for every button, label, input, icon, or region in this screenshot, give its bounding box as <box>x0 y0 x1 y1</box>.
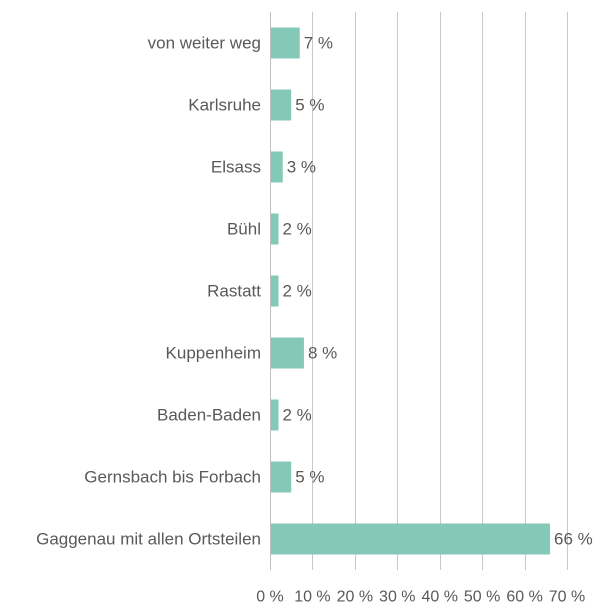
x-tick-label: 60 % <box>506 589 542 606</box>
category-label: Karlsruhe <box>188 96 261 115</box>
bar <box>271 89 292 121</box>
value-label: 2 % <box>282 282 311 301</box>
x-tick-label: 40 % <box>421 589 457 606</box>
bars <box>271 27 551 555</box>
category-label: Rastatt <box>207 282 261 301</box>
category-label: Gaggenau mit allen Ortsteilen <box>36 530 261 549</box>
value-label: 66 % <box>554 530 593 549</box>
value-labels: 7 % 5 % 3 % 2 % 2 % 8 % 2 % 5 % 66 % <box>282 34 592 549</box>
value-label: 5 % <box>295 96 324 115</box>
x-tick-label: 50 % <box>464 589 500 606</box>
gridlines <box>312 12 568 570</box>
bar <box>271 399 279 431</box>
value-label: 8 % <box>308 344 337 363</box>
category-label: von weiter weg <box>148 34 261 53</box>
category-labels: von weiter weg Karlsruhe Elsass Bühl Rastatt… <box>36 34 261 549</box>
value-label: 5 % <box>295 468 324 487</box>
bar <box>271 523 551 555</box>
bar <box>271 275 279 307</box>
bar <box>271 337 304 369</box>
bar <box>271 461 292 493</box>
category-label: Bühl <box>227 220 261 239</box>
value-label: 2 % <box>282 406 311 425</box>
x-tick-label: 70 % <box>549 589 585 606</box>
bar <box>271 151 283 183</box>
bar <box>271 213 279 245</box>
x-tick-label: 10 % <box>294 589 330 606</box>
category-label: Gernsbach bis Forbach <box>84 468 261 487</box>
value-label: 3 % <box>287 158 316 177</box>
category-label: Kuppenheim <box>166 344 261 363</box>
x-tick-label: 20 % <box>337 589 373 606</box>
x-axis-tick-labels: 0 % 10 % 20 % 30 % 40 % 50 % 60 % 70 % <box>256 589 585 606</box>
value-label: 7 % <box>304 34 333 53</box>
category-label: Baden-Baden <box>157 406 261 425</box>
x-tick-label: 30 % <box>379 589 415 606</box>
bar <box>271 27 300 59</box>
x-tick-label: 0 % <box>256 589 284 606</box>
category-label: Elsass <box>211 158 261 177</box>
value-label: 2 % <box>282 220 311 239</box>
